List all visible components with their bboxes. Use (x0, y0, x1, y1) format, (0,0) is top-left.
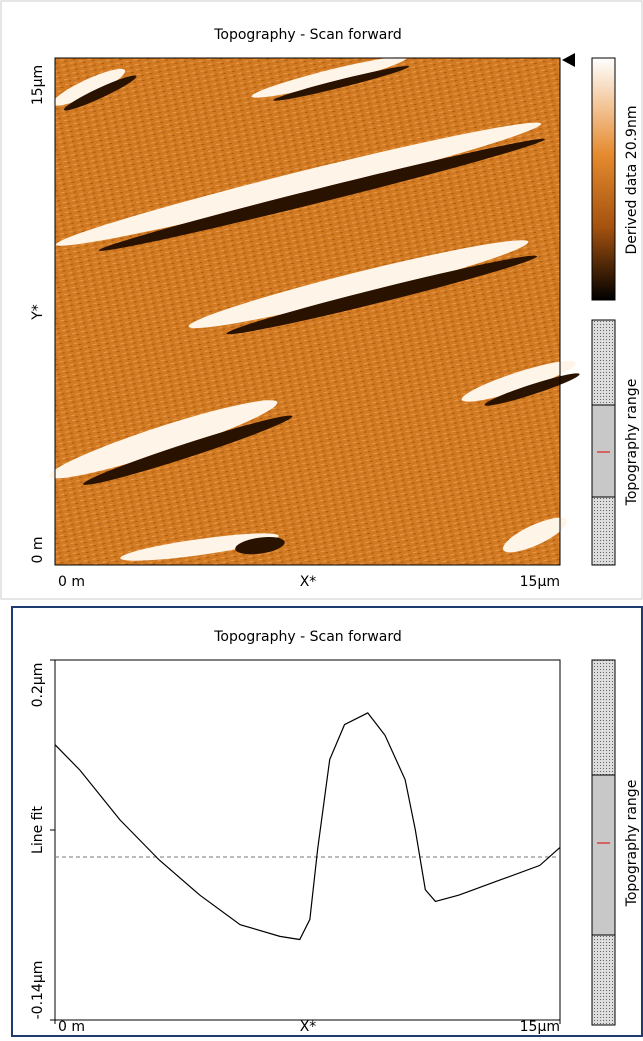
y-tick-label: 0.2µm (30, 663, 46, 708)
y-axis-label: Line fit (30, 806, 46, 854)
range-label: Topography range (624, 379, 640, 507)
y-tick-label: -0.14µm (30, 961, 46, 1020)
y-axis-label: Y* (30, 304, 46, 321)
chart-title: Topography - Scan forward (213, 629, 402, 645)
panel-title: Topography - Scan forward (213, 27, 402, 43)
afm-image (48, 56, 580, 566)
range-label: Topography range (624, 780, 640, 908)
x-max-label: 15µm (520, 574, 560, 590)
x-tick-label: 15µm (520, 1019, 560, 1035)
colorbar (591, 57, 616, 301)
colorbar-label: Derived data 20.9nm (624, 106, 640, 255)
y-min-label: 0 m (30, 537, 46, 564)
y-max-label: 15µm (30, 65, 46, 105)
range-widget[interactable] (591, 319, 616, 566)
x-tick-label: 0 m (58, 1019, 85, 1035)
plot-frame (54, 659, 561, 1021)
x-min-label: 0 m (58, 574, 85, 590)
range-widget[interactable] (591, 659, 616, 1026)
bottom-panel[interactable] (11, 606, 643, 1037)
x-axis-label: X* (300, 1019, 317, 1035)
marker-arrow[interactable] (562, 53, 575, 67)
x-axis-label: X* (300, 574, 317, 590)
profile-line (54, 712, 561, 941)
